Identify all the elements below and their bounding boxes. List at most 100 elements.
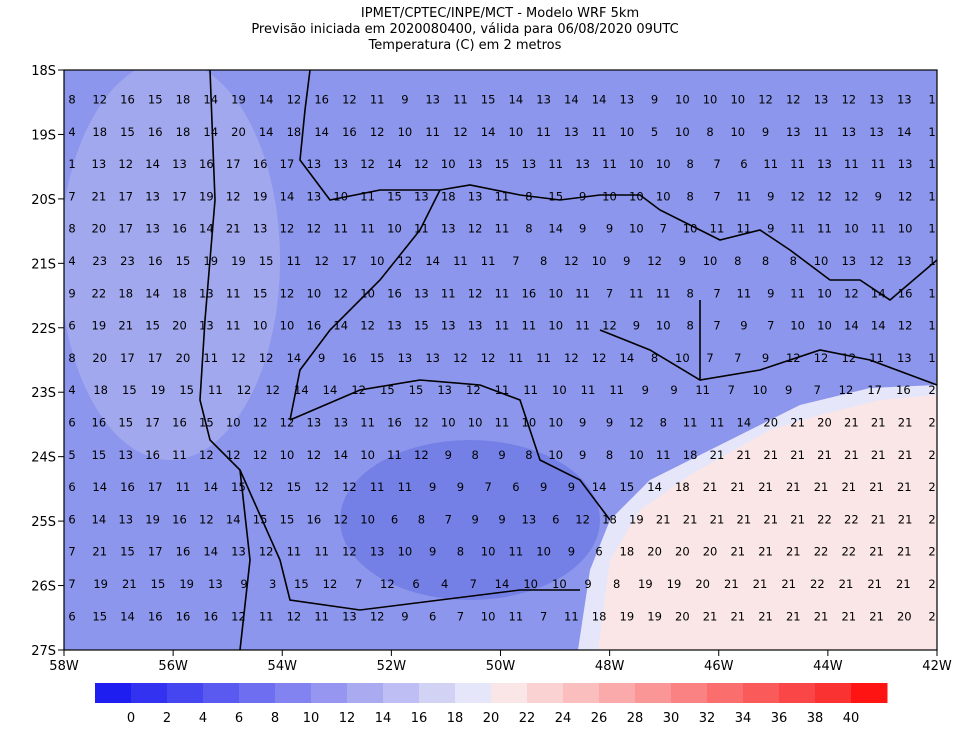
grid-value: 6: [740, 157, 747, 171]
grid-value: 9: [579, 189, 586, 203]
grid-value: 12: [314, 254, 329, 268]
grid-value: 9: [579, 222, 586, 236]
lon-label: 58W: [49, 659, 79, 674]
grid-value: 16: [148, 609, 163, 623]
grid-value: 13: [897, 351, 912, 365]
grid-value: 17: [148, 351, 163, 365]
grid-value: 10: [370, 254, 385, 268]
grid-value: 21: [758, 609, 773, 623]
grid-value: 14: [199, 222, 214, 236]
grid-value: 11: [176, 480, 191, 494]
grid-value: 14: [314, 125, 329, 139]
grid-value: 21: [869, 480, 884, 494]
grid-value: 10: [703, 254, 718, 268]
grid-value: 10: [620, 125, 635, 139]
grid-value: 11: [814, 125, 829, 139]
grid-value: 21: [710, 448, 725, 462]
grid-value: 17: [226, 157, 241, 171]
grid-value: 13: [307, 157, 322, 171]
grid-value: 12: [414, 416, 429, 430]
colorbar-swatch: [311, 683, 348, 703]
grid-value: 21: [869, 545, 884, 559]
grid-value: 20: [817, 416, 832, 430]
grid-value: 11: [509, 351, 524, 365]
grid-value: 19: [667, 577, 682, 591]
colorbar-swatch: [131, 683, 168, 703]
grid-value: 19: [629, 512, 644, 526]
grid-value: 21: [724, 577, 739, 591]
grid-value: 15: [253, 512, 268, 526]
grid-value: 2: [928, 512, 935, 526]
grid-value: 15: [92, 609, 107, 623]
grid-value: 15: [548, 189, 563, 203]
grid-value: 7: [814, 383, 821, 397]
grid-value: 13: [620, 93, 635, 107]
colorbar-label: 8: [271, 711, 279, 726]
grid-value: 21: [763, 512, 778, 526]
grid-value: 21: [790, 416, 805, 430]
grid-value: 1: [928, 351, 935, 365]
grid-value: 19: [199, 189, 214, 203]
grid-value: 7: [713, 286, 720, 300]
grid-value: 10: [536, 545, 551, 559]
grid-value: 22: [841, 545, 856, 559]
grid-value: 14: [871, 286, 886, 300]
colorbar-swatch: [815, 683, 852, 703]
grid-value: 7: [68, 577, 75, 591]
grid-value: 11: [737, 286, 752, 300]
grid-value: 7: [512, 254, 519, 268]
grid-value: 6: [68, 319, 75, 333]
grid-value: 9: [633, 319, 640, 333]
grid-value: 12: [280, 416, 295, 430]
colorbar-label: 38: [807, 711, 824, 726]
grid-value: 1: [928, 286, 935, 300]
grid-value: 19: [253, 189, 268, 203]
grid-value: 7: [68, 189, 75, 203]
grid-value: 15: [620, 480, 635, 494]
grid-value: 6: [68, 416, 75, 430]
grid-value: 11: [314, 609, 329, 623]
grid-value: 9: [471, 512, 478, 526]
grid-value: 14: [226, 512, 241, 526]
grid-value: 11: [425, 125, 440, 139]
grid-value: 10: [730, 93, 745, 107]
grid-value: 11: [609, 383, 624, 397]
colorbar-label: 10: [303, 711, 320, 726]
grid-value: 10: [280, 448, 295, 462]
grid-value: 12: [92, 93, 107, 107]
grid-value: 12: [199, 448, 214, 462]
grid-value: 11: [226, 286, 241, 300]
colorbar-swatch: [491, 683, 528, 703]
grid-value: 17: [145, 416, 160, 430]
grid-value: 15: [253, 286, 268, 300]
grid-value: 21: [898, 416, 913, 430]
grid-value: 12: [231, 609, 246, 623]
grid-value: 19: [231, 93, 246, 107]
grid-value: 9: [606, 416, 613, 430]
grid-value: 12: [333, 512, 348, 526]
grid-value: 8: [706, 125, 713, 139]
grid-value: 10: [675, 125, 690, 139]
grid-value: 11: [360, 222, 375, 236]
grid-value: 11: [869, 351, 884, 365]
grid-value: 10: [602, 189, 617, 203]
grid-value: 10: [675, 93, 690, 107]
lon-label: 52W: [377, 659, 407, 674]
grid-value: 1: [928, 93, 935, 107]
grid-value: 18: [602, 512, 617, 526]
grid-value: 16: [314, 93, 329, 107]
grid-value: 12: [814, 351, 829, 365]
grid-value: 12: [898, 189, 913, 203]
grid-value: 8: [68, 351, 75, 365]
grid-value: 15: [259, 254, 274, 268]
colorbar-label: 36: [771, 711, 788, 726]
lat-label: 22S: [31, 322, 56, 337]
grid-value: 16: [253, 157, 268, 171]
lon-label: 50W: [486, 659, 516, 674]
grid-value: 9: [767, 222, 774, 236]
grid-value: 9: [498, 448, 505, 462]
grid-value: 14: [145, 157, 160, 171]
grid-value: 10: [522, 416, 537, 430]
colorbar-label: 40: [843, 711, 860, 726]
grid-value: 12: [898, 319, 913, 333]
